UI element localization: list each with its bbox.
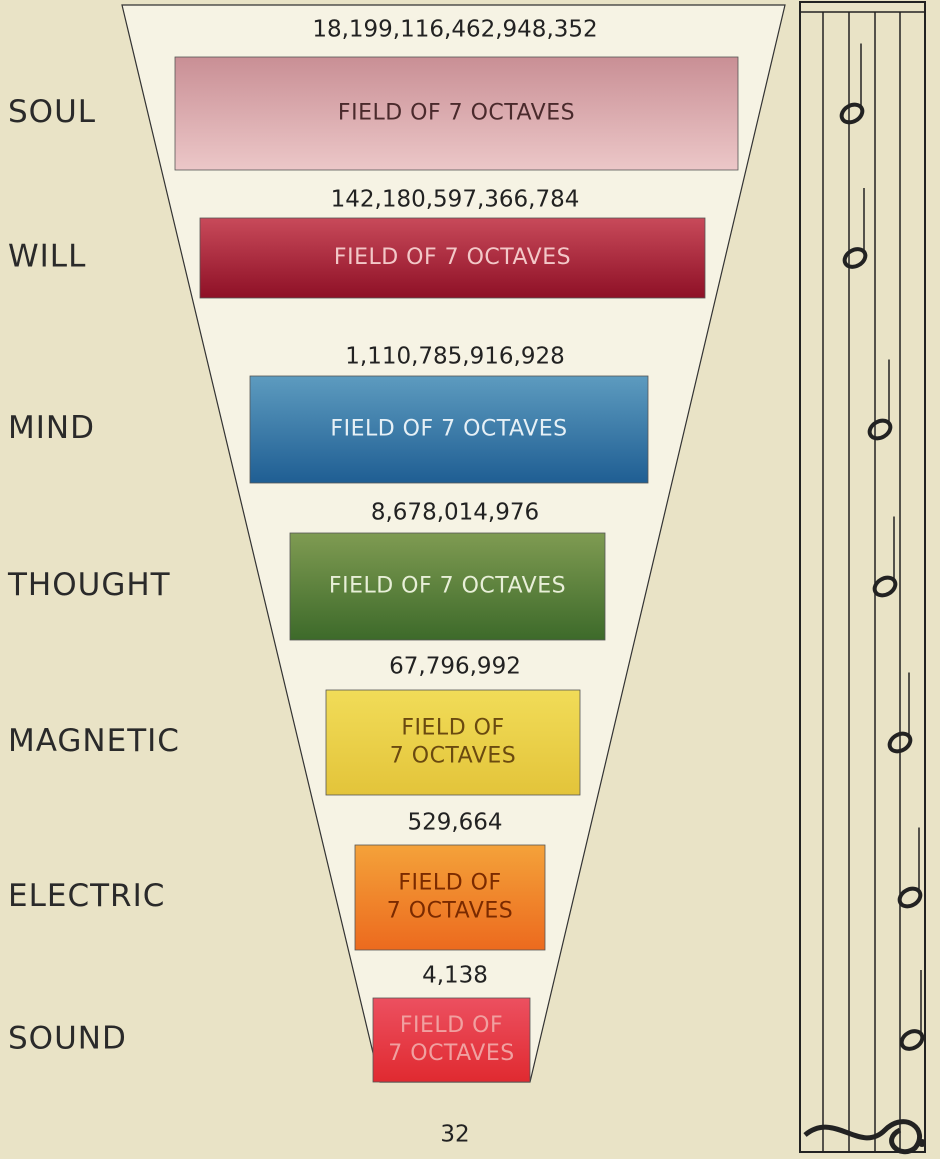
field-label: 7 OCTAVES [390, 744, 516, 769]
frequency: 67,796,992 [389, 654, 521, 680]
field-band [199, 217, 706, 299]
field-band [372, 997, 531, 1083]
field-band [249, 375, 649, 484]
field-label: FIELD OF 7 OCTAVES [329, 574, 566, 599]
frequency: 32 [440, 1122, 469, 1148]
level-label: SOUL [8, 94, 96, 130]
field-band [354, 844, 546, 951]
level-label: MIND [8, 410, 95, 446]
level-label: SOUND [8, 1021, 127, 1057]
field-label: FIELD OF [398, 871, 501, 896]
staff [799, 1, 926, 1155]
frequency: 1,110,785,916,928 [345, 344, 564, 370]
notes [839, 43, 925, 1051]
field-label: FIELD OF 7 OCTAVES [330, 417, 567, 442]
field-band [174, 56, 739, 171]
frequency: 529,664 [407, 810, 502, 836]
level-label: THOUGHT [7, 567, 171, 603]
frequency: 18,199,116,462,948,352 [312, 17, 597, 43]
frequency: 8,678,014,976 [371, 500, 539, 526]
field-label: FIELD OF 7 OCTAVES [338, 101, 575, 126]
frequency: 142,180,597,366,784 [331, 187, 580, 213]
level-label: WILL [8, 239, 86, 275]
field-label: FIELD OF [401, 716, 504, 741]
field-label: FIELD OF [400, 1013, 503, 1038]
frequency: 4,138 [422, 963, 488, 989]
field-band [289, 532, 606, 641]
field-label: FIELD OF 7 OCTAVES [334, 245, 571, 270]
field-label: 7 OCTAVES [388, 1041, 514, 1066]
field-band [325, 689, 581, 796]
field-label: 7 OCTAVES [387, 899, 513, 924]
level-label: ELECTRIC [8, 878, 165, 914]
level-label: MAGNETIC [8, 723, 180, 759]
